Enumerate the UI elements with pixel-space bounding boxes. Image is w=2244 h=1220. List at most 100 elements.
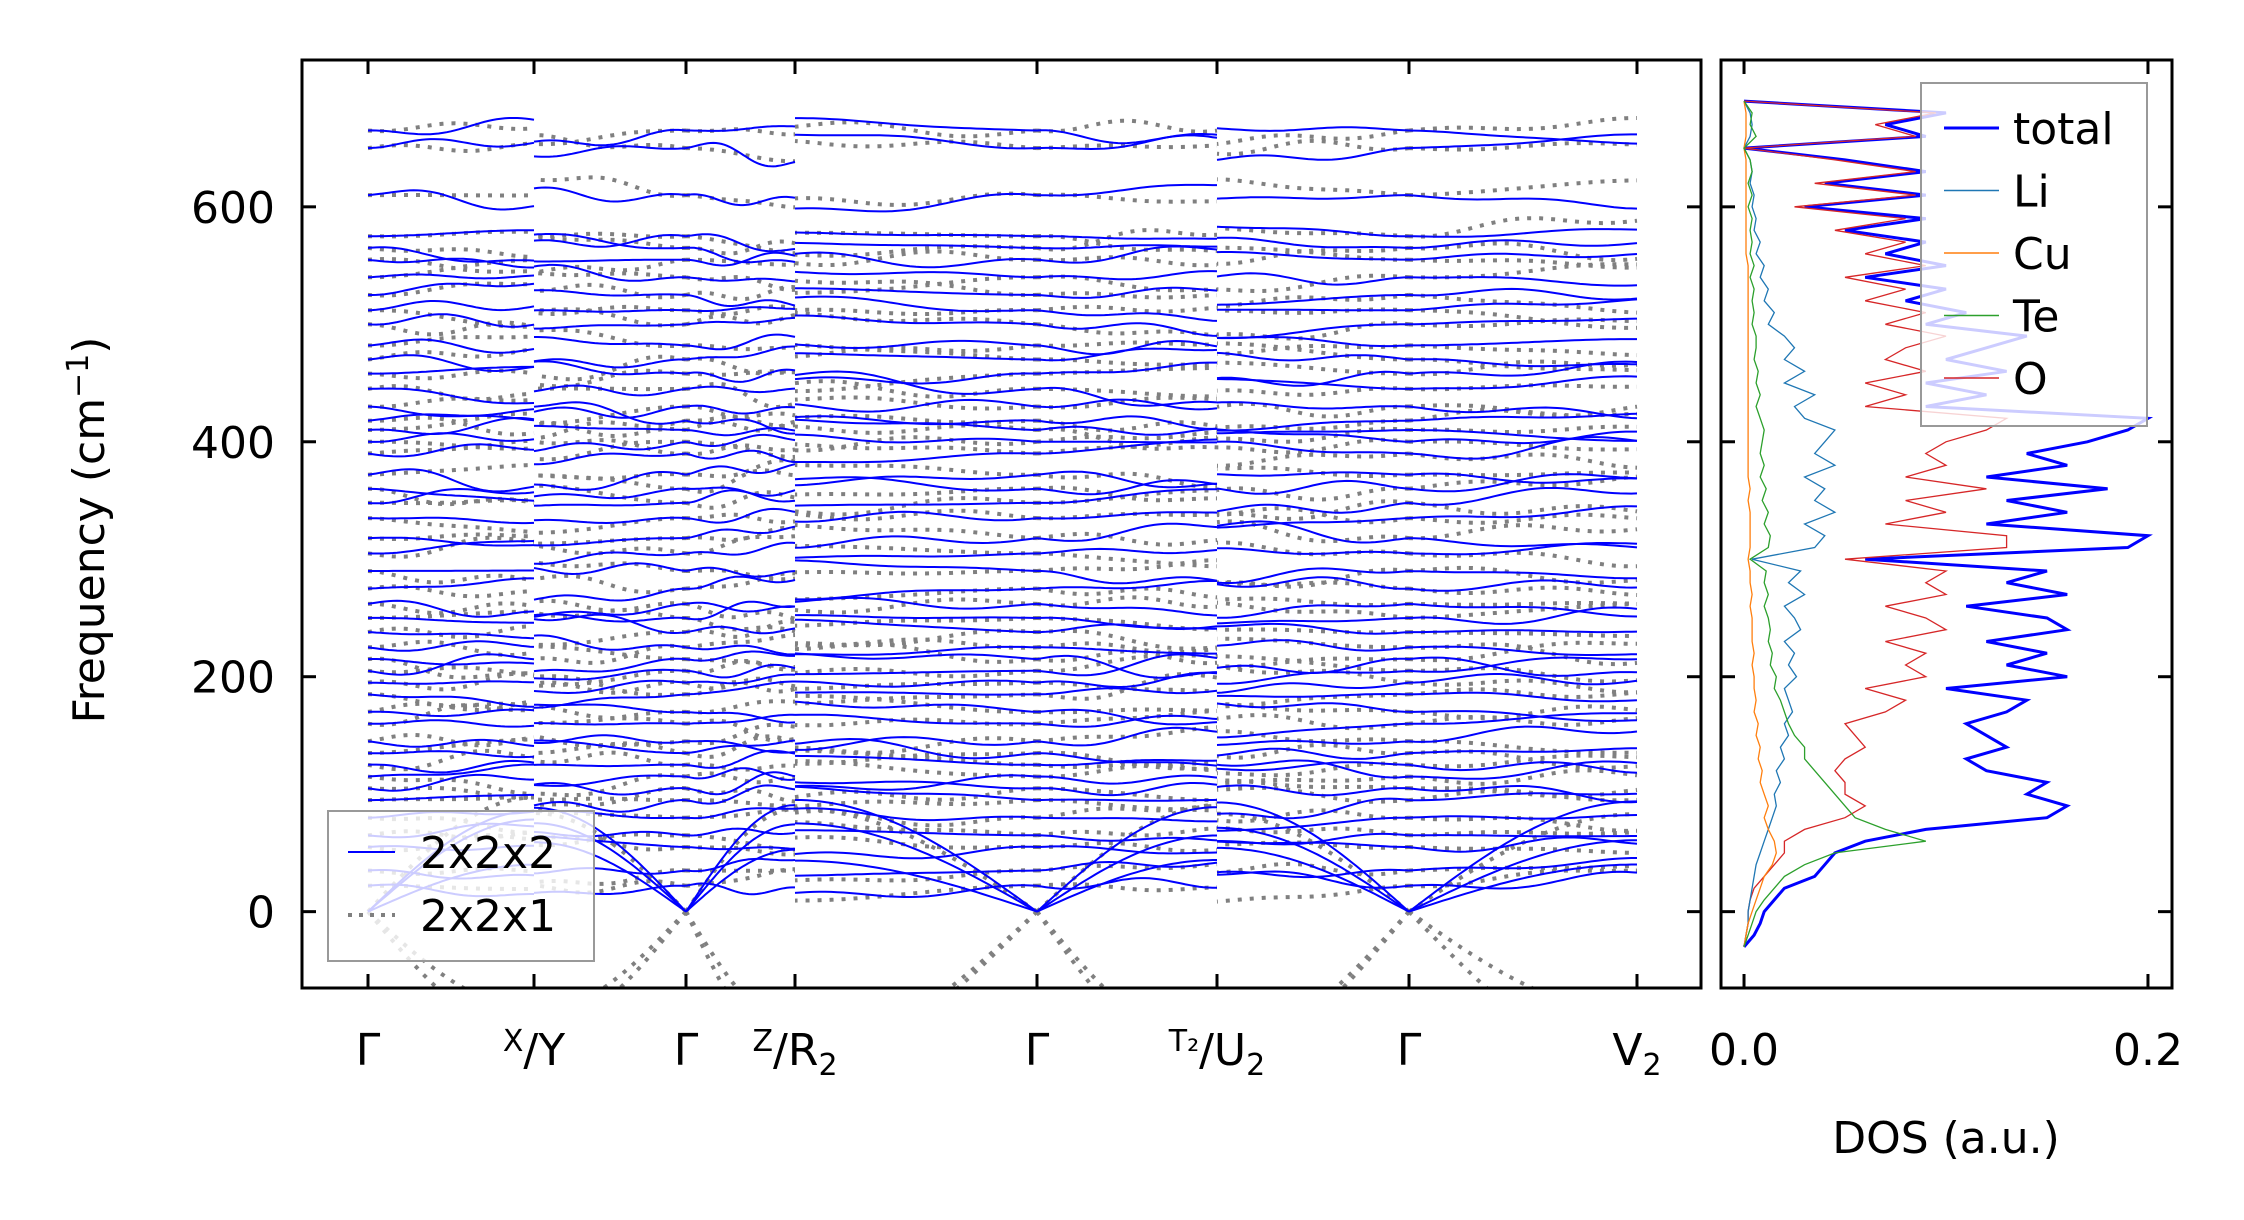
band-2x2x2 — [367, 759, 535, 774]
band-2x2x1 — [1408, 343, 1638, 358]
band-2x2x2 — [1408, 412, 1638, 422]
band-2x2x1 — [1216, 499, 1410, 521]
band-2x2x2 — [1036, 479, 1218, 496]
band-2x2x2 — [1036, 806, 1218, 913]
band-2x2x1 — [1408, 474, 1638, 491]
band-2x2x1 — [794, 310, 1038, 327]
band-2x2x1 — [367, 121, 535, 134]
band-2x2x1 — [1408, 585, 1638, 597]
band-2x2x1 — [1216, 418, 1410, 431]
band-2x2x2 — [1037, 687, 1218, 696]
band-2x2x2 — [794, 270, 1038, 279]
band-2x2x1 — [367, 624, 535, 640]
band-2x2x1 — [794, 883, 1037, 903]
band-2x2x2 — [686, 125, 796, 132]
band-2x2x1 — [794, 597, 1038, 615]
band-2x2x2 — [685, 749, 796, 769]
band-2x2x2 — [367, 387, 535, 405]
band-2x2x1 — [367, 368, 535, 381]
band-2x2x1 — [367, 665, 534, 676]
band-2x2x1 — [794, 751, 1038, 766]
band-2x2x2 — [1036, 425, 1218, 436]
band-2x2x2 — [794, 398, 1038, 413]
band-2x2x2 — [794, 476, 1038, 492]
band-2x2x2 — [685, 601, 796, 613]
y-tick-labels: 0 200 400 600 — [191, 183, 275, 939]
band-2x2x1 — [534, 386, 686, 392]
band-2x2x2 — [794, 231, 1038, 238]
band-2x2x2 — [1036, 398, 1218, 411]
band-2x2x2 — [794, 295, 1038, 313]
band-2x2x1 — [794, 486, 1038, 497]
band-2x2x2 — [533, 360, 687, 376]
band-2x2x1 — [794, 230, 1037, 239]
band-2x2x2 — [533, 551, 687, 565]
band-2x2x2 — [368, 793, 534, 802]
band-2x2x2 — [1217, 832, 1410, 846]
band-2x2x2 — [1216, 739, 1410, 746]
band-2x2x1 — [1217, 778, 1410, 791]
band-2x2x2 — [534, 452, 687, 466]
band-2x2x1 — [533, 679, 687, 695]
band-2x2x1 — [1408, 739, 1637, 755]
band-2x2x2 — [1408, 656, 1638, 677]
band-2x2x2 — [1408, 870, 1638, 890]
band-2x2x2 — [1216, 622, 1410, 635]
band-2x2x1 — [794, 139, 1038, 151]
band-2x2x1 — [1408, 678, 1638, 695]
band-2x2x2 — [794, 691, 1038, 696]
band-2x2x2 — [795, 314, 1038, 326]
band-2x2x2 — [685, 418, 796, 435]
band-2x2x1 — [1408, 753, 1638, 769]
band-2x2x1 — [534, 709, 686, 726]
band-2x2x1 — [795, 371, 1038, 394]
band-2x2x2 — [1036, 415, 1218, 430]
dos-curve-cu — [1743, 100, 1777, 948]
band-2x2x2 — [1216, 147, 1410, 161]
band-2x2x2 — [685, 713, 796, 725]
band-2x2x2 — [1408, 725, 1638, 743]
band-2x2x1 — [794, 616, 1038, 628]
band-2x2x2 — [685, 644, 795, 656]
band-2x2x1 — [1216, 138, 1410, 157]
band-2x2x1 — [599, 910, 688, 988]
band-2x2x2 — [794, 241, 1037, 249]
band-2x2x2 — [1217, 602, 1410, 619]
band-2x2x2 — [1036, 522, 1218, 542]
band-2x2x2 — [1216, 759, 1410, 779]
band-2x2x2 — [1036, 309, 1218, 322]
band-2x2x2 — [794, 869, 1038, 877]
band-2x2x1 — [1408, 308, 1638, 330]
band-2x2x2 — [1216, 681, 1410, 694]
band-2x2x2 — [367, 763, 534, 778]
band-2x2x2 — [533, 440, 687, 453]
band-2x2x1 — [1408, 550, 1638, 569]
band-2x2x2 — [1216, 517, 1410, 529]
band-2x2x2 — [685, 804, 796, 913]
band-2x2x1 — [1408, 830, 1638, 838]
band-2x2x2 — [1408, 602, 1638, 618]
band-2x2x2 — [795, 669, 1037, 676]
band-2x2x2 — [367, 354, 535, 373]
band-2x2x2 — [1408, 570, 1637, 580]
band-2x2x2 — [533, 613, 687, 635]
band-2x2x1 — [1036, 304, 1218, 314]
band-2x2x1 — [367, 334, 535, 348]
band-2x2x2 — [685, 251, 796, 267]
k-point-label: X/Y — [503, 1024, 565, 1076]
band-2x2x2 — [367, 516, 535, 525]
band-2x2x2 — [1036, 782, 1218, 797]
band-2x2x2 — [533, 128, 687, 147]
band-2x2x2 — [533, 405, 687, 419]
band-2x2x2 — [533, 309, 687, 313]
band-2x2x2 — [1036, 774, 1218, 785]
band-2x2x2 — [1409, 239, 1638, 249]
band-2x2x2 — [1408, 537, 1638, 549]
band-2x2x2 — [685, 433, 796, 447]
band-2x2x1 — [794, 786, 1038, 802]
band-2x2x2 — [533, 384, 687, 397]
band-2x2x1 — [1216, 128, 1410, 146]
band-2x2x1 — [367, 532, 535, 541]
band-2x2x2 — [367, 117, 535, 136]
y-tick-label: 400 — [191, 418, 275, 469]
